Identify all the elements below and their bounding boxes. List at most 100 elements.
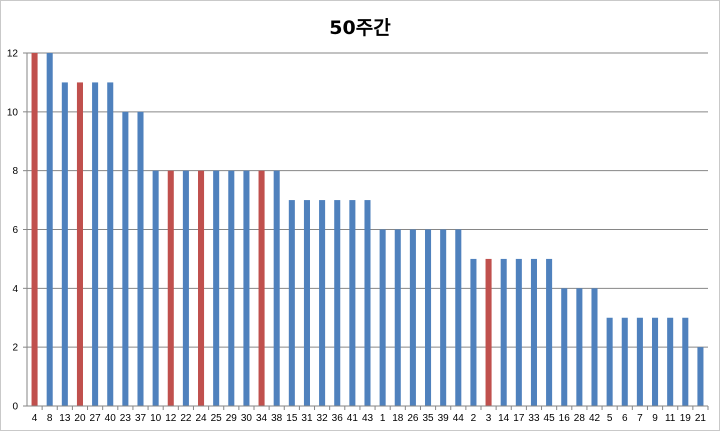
bar-41 <box>349 200 356 406</box>
x-tick-label-33: 33 <box>528 413 540 424</box>
x-tick-label-44: 44 <box>453 413 465 424</box>
x-tick-label-13: 13 <box>59 413 71 424</box>
x-tick-label-39: 39 <box>438 413 450 424</box>
x-tick-label-31: 31 <box>301 413 313 424</box>
x-tick-label-19: 19 <box>680 413 692 424</box>
axes <box>23 52 709 410</box>
x-tick-label-27: 27 <box>90 413 102 424</box>
x-tick-label-40: 40 <box>105 413 117 424</box>
x-tick-label-4: 4 <box>32 413 38 424</box>
bar-22 <box>182 170 189 406</box>
bar-42 <box>591 288 598 406</box>
x-tick-label-3: 3 <box>486 413 492 424</box>
x-tick-label-14: 14 <box>498 413 510 424</box>
bar-4 <box>31 53 38 406</box>
x-tick-label-45: 45 <box>544 413 556 424</box>
x-tick-label-7: 7 <box>637 413 643 424</box>
bar-20 <box>76 82 83 407</box>
bar-21 <box>697 347 704 406</box>
bar-38 <box>273 170 280 406</box>
x-tick-label-23: 23 <box>120 413 132 424</box>
x-tick-label-28: 28 <box>574 413 586 424</box>
x-tick-label-36: 36 <box>332 413 344 424</box>
bar-27 <box>92 82 99 407</box>
x-tick-label-2: 2 <box>471 413 477 424</box>
x-tick-label-6: 6 <box>622 413 628 424</box>
bar-29 <box>228 170 235 406</box>
x-tick-label-41: 41 <box>347 413 359 424</box>
bar-10 <box>152 170 159 406</box>
x-tick-label-37: 37 <box>135 413 147 424</box>
y-tick-label: 4 <box>12 284 18 295</box>
y-tick-label: 12 <box>7 49 19 60</box>
bar-24 <box>198 170 205 406</box>
bar-9 <box>652 317 659 406</box>
bar-44 <box>455 229 462 406</box>
bar-16 <box>561 288 568 406</box>
bar-43 <box>364 200 371 406</box>
chart-title: 50주간 <box>329 17 391 39</box>
x-tick-label-30: 30 <box>241 413 253 424</box>
x-tick-label-16: 16 <box>559 413 571 424</box>
bars <box>31 53 704 407</box>
x-tick-label-1: 1 <box>380 413 386 424</box>
bar-30 <box>243 170 250 406</box>
bar-2 <box>470 258 477 406</box>
x-tick-label-42: 42 <box>589 413 601 424</box>
bar-6 <box>621 317 628 406</box>
bar-8 <box>46 53 53 406</box>
y-tick-label: 10 <box>7 107 19 118</box>
y-tick-label: 2 <box>12 343 18 354</box>
x-tick-label-21: 21 <box>695 413 707 424</box>
bar-1 <box>379 229 386 406</box>
bar-18 <box>394 229 401 406</box>
bar-26 <box>409 229 416 406</box>
x-tick-label-29: 29 <box>226 413 238 424</box>
x-tick-label-17: 17 <box>513 413 525 424</box>
x-tick-label-9: 9 <box>652 413 658 424</box>
x-tick-label-18: 18 <box>392 413 404 424</box>
bar-3 <box>485 258 492 406</box>
x-tick-label-8: 8 <box>47 413 53 424</box>
x-tick-label-5: 5 <box>607 413 613 424</box>
bar-33 <box>530 258 537 406</box>
x-tick-label-12: 12 <box>165 413 177 424</box>
bar-12 <box>167 170 174 406</box>
bar-32 <box>319 200 326 406</box>
x-tick-label-43: 43 <box>362 413 374 424</box>
x-tick-label-24: 24 <box>195 413 207 424</box>
x-tick-label-20: 20 <box>74 413 86 424</box>
bar-5 <box>606 317 613 406</box>
bar-40 <box>107 82 114 407</box>
x-tick-label-22: 22 <box>180 413 192 424</box>
y-tick-label: 8 <box>12 166 18 177</box>
bar-11 <box>667 317 674 406</box>
x-tick-label-35: 35 <box>422 413 434 424</box>
x-tick-label-11: 11 <box>665 413 676 424</box>
bar-25 <box>213 170 220 406</box>
bar-13 <box>61 82 68 407</box>
bar-35 <box>425 229 432 406</box>
bar-15 <box>288 200 295 406</box>
bar-14 <box>500 258 507 406</box>
bar-37 <box>137 111 144 406</box>
bar-7 <box>636 317 643 406</box>
bar-28 <box>576 288 583 406</box>
bar-34 <box>258 170 265 406</box>
bar-36 <box>334 200 341 406</box>
x-tick-label-25: 25 <box>211 413 223 424</box>
x-tick-label-34: 34 <box>256 413 268 424</box>
bar-31 <box>303 200 310 406</box>
y-tick-label: 0 <box>12 402 18 413</box>
x-tick-label-10: 10 <box>150 413 162 424</box>
x-tick-label-15: 15 <box>286 413 298 424</box>
bar-45 <box>546 258 553 406</box>
bar-23 <box>122 111 129 406</box>
bar-17 <box>515 258 522 406</box>
x-tick-label-38: 38 <box>271 413 283 424</box>
x-tick-label-32: 32 <box>317 413 329 424</box>
bar-39 <box>440 229 447 406</box>
